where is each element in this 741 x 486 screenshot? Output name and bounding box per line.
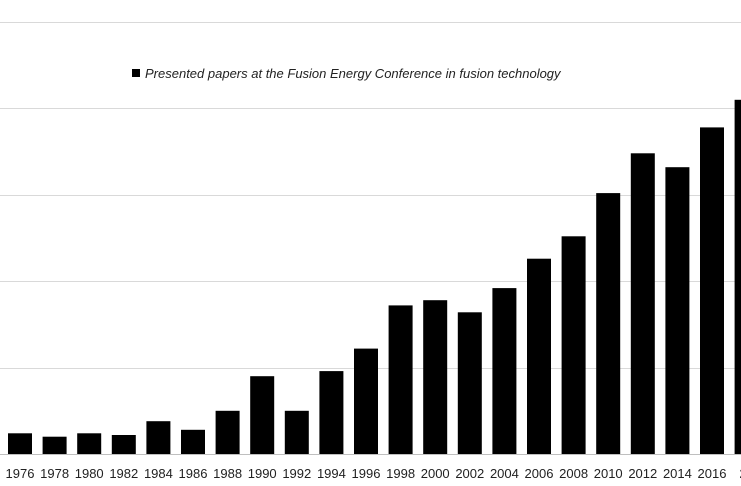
- bar-2014: [665, 167, 690, 454]
- x-tick-label: 2008: [559, 466, 588, 481]
- bar-1986: [181, 429, 205, 454]
- x-tick-label: 1990: [248, 466, 277, 481]
- x-tick-label: 1992: [282, 466, 311, 481]
- x-tick-label: 1988: [213, 466, 242, 481]
- x-tick-label: 2012: [628, 466, 657, 481]
- x-tick-label: 2006: [525, 466, 554, 481]
- x-tick-label: 1976: [6, 466, 35, 481]
- x-tick-labels: 1976 1978 1980 1982 1984 1986 1988 1990 1992 1994…: [6, 466, 741, 481]
- bar-1998: [388, 305, 413, 454]
- bar-1992: [284, 410, 309, 454]
- bar-1978: [42, 436, 67, 454]
- legend-swatch: [132, 69, 140, 77]
- x-tick-label: 2002: [455, 466, 484, 481]
- bar-2000: [423, 300, 448, 454]
- legend-label: Presented papers at the Fusion Energy Co…: [145, 66, 562, 81]
- bar-2010: [596, 193, 621, 454]
- x-tick-label: 2010: [594, 466, 623, 481]
- bar-1984: [146, 421, 171, 454]
- x-tick-label: 2004: [490, 466, 519, 481]
- x-tick-label: 1980: [75, 466, 104, 481]
- bars: [8, 99, 741, 455]
- bar-1990: [250, 376, 275, 454]
- x-tick-label: 1998: [386, 466, 415, 481]
- bar-1976: [8, 433, 32, 454]
- bar-1982: [111, 435, 136, 454]
- x-tick-label: 2014: [663, 466, 692, 481]
- x-tick-label: 2000: [421, 466, 450, 481]
- x-tick-label: 2016: [698, 466, 727, 481]
- bar-1996: [354, 348, 378, 454]
- x-tick-label: 1986: [179, 466, 208, 481]
- bar-2004: [492, 288, 517, 454]
- bar-1988: [215, 410, 240, 454]
- x-tick-label: 1982: [109, 466, 138, 481]
- x-tick-label: 1984: [144, 466, 173, 481]
- x-tick-label: 1994: [317, 466, 346, 481]
- bar-2016: [700, 127, 724, 455]
- bar-1980: [77, 433, 102, 454]
- bar-2018: [734, 99, 741, 455]
- bar-2012: [630, 153, 655, 455]
- x-tick-label: 1996: [352, 466, 381, 481]
- bar-1994: [319, 371, 344, 454]
- bar-2002: [457, 312, 482, 454]
- legend: Presented papers at the Fusion Energy Co…: [132, 66, 562, 81]
- bar-2008: [561, 236, 586, 454]
- x-tick-label: 20: [739, 466, 741, 481]
- x-tick-label: 1978: [40, 466, 69, 481]
- bar-2006: [527, 258, 551, 454]
